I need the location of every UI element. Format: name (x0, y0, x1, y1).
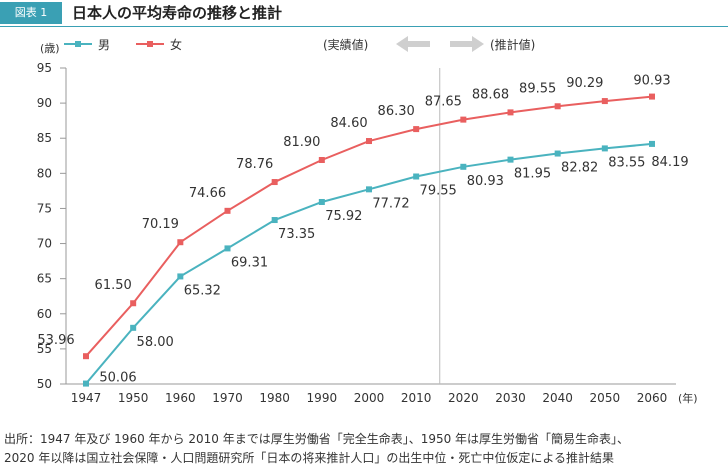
legend-label-female: 女 (170, 37, 182, 52)
data-point (366, 138, 372, 145)
data-point (224, 207, 231, 214)
legend-marker-female (147, 41, 153, 47)
period-annotation: (実績値) (推計値) (323, 36, 535, 52)
y-tick-label: 90 (37, 96, 52, 110)
data-label: 87.65 (425, 95, 462, 110)
title-underline (0, 26, 728, 27)
x-axis-label: (年) (678, 391, 698, 405)
x-tick-label: 2010 (401, 391, 432, 405)
y-tick-label: 65 (37, 272, 52, 286)
data-label: 78.76 (236, 157, 273, 172)
x-tick-label: 1960 (165, 391, 196, 405)
data-label: 90.29 (566, 76, 603, 91)
x-tick-label: 2000 (354, 391, 385, 405)
data-point (318, 156, 325, 163)
data-label: 81.95 (514, 167, 551, 182)
data-point (83, 353, 89, 360)
data-point (460, 163, 467, 170)
x-tick-label: 1990 (307, 391, 338, 405)
actual-values-label: (実績値) (323, 37, 368, 52)
data-label: 83.55 (608, 155, 645, 170)
data-point (601, 145, 608, 152)
legend-marker-male (75, 41, 81, 47)
legend: 男 女 (64, 37, 182, 52)
left-arrow-icon (396, 36, 430, 52)
y-tick-label: 50 (37, 377, 52, 391)
data-label: 53.96 (37, 333, 74, 348)
data-label: 89.55 (519, 81, 556, 96)
data-point (649, 93, 655, 100)
data-label: 77.72 (372, 196, 409, 211)
data-label: 58.00 (137, 335, 174, 350)
data-point (130, 300, 137, 307)
data-point (224, 245, 231, 252)
x-tick-label: 1950 (118, 391, 149, 405)
data-label: 50.06 (99, 371, 136, 386)
data-label: 69.31 (231, 255, 268, 270)
y-tick-label: 70 (37, 237, 52, 251)
data-point (554, 150, 561, 157)
data-label: 79.55 (420, 183, 457, 198)
x-tick-label: 1970 (212, 391, 243, 405)
data-point (318, 198, 325, 205)
data-label: 75.92 (325, 209, 362, 224)
y-tick-label: 75 (37, 201, 52, 215)
life-expectancy-line-chart: (歳) (年) 男 女 (実績値) (推計値) 50 55 60 65 70 75 80 85… (37, 36, 698, 405)
y-tick-label: 85 (37, 131, 52, 145)
data-point (460, 116, 467, 123)
y-tick-label: 80 (37, 166, 52, 180)
data-label: 73.35 (278, 227, 315, 242)
y-tick-label: 60 (37, 307, 52, 321)
data-point (83, 380, 89, 387)
source-note-line-1: 出所：1947 年及び 1960 年から 2010 年までは厚生労働省「完全生命… (4, 432, 630, 446)
data-label: 81.90 (283, 135, 320, 150)
data-point (601, 98, 608, 105)
data-label: 88.68 (472, 87, 509, 102)
data-label: 65.32 (184, 283, 221, 298)
data-point (177, 239, 184, 246)
x-tick-label: 2060 (637, 391, 668, 405)
x-tick-label: 2020 (448, 391, 479, 405)
data-point (177, 273, 184, 280)
data-point (271, 217, 278, 224)
data-point (649, 140, 655, 147)
right-arrow-icon (450, 36, 484, 52)
data-label: 90.93 (633, 74, 670, 89)
x-tick-label: 1947 (71, 391, 102, 405)
data-point (554, 103, 561, 110)
data-point (271, 179, 278, 186)
legend-label-male: 男 (98, 38, 110, 52)
series-female: 53.96 61.50 70.19 74.66 78.76 81.90 84.60 86.30… (37, 74, 671, 360)
series-male: 50.06 58.00 65.32 69.31 73.35 75.92 77.72 79.55… (83, 140, 689, 387)
y-tick-label: 95 (37, 61, 52, 75)
y-axis-label: (歳) (40, 42, 60, 55)
x-axis-ticks: 1947 1950 1960 1970 1980 1990 2000 2010 2020 2030… (71, 391, 668, 405)
data-label: 86.30 (378, 104, 415, 119)
data-label: 84.19 (651, 155, 688, 170)
data-label: 70.19 (142, 217, 179, 232)
data-point (507, 156, 514, 163)
data-label: 61.50 (95, 278, 132, 293)
source-note-line-2: 2020 年以降は国立社会保障・人口問題研究所「日本の将来推計人口」の出生中位・… (4, 451, 614, 465)
x-tick-label: 1980 (259, 391, 290, 405)
data-point (413, 173, 420, 180)
data-label: 82.82 (561, 161, 598, 176)
data-label: 74.66 (189, 186, 226, 201)
x-tick-label: 2040 (542, 391, 573, 405)
y-tick-label: 55 (37, 342, 52, 356)
x-tick-label: 2050 (590, 391, 621, 405)
y-axis-ticks: 50 55 60 65 70 75 80 85 90 95 (37, 61, 66, 391)
data-point (130, 324, 137, 331)
projected-values-label: (推計値) (490, 37, 535, 52)
data-point (507, 109, 514, 116)
x-tick-label: 2030 (495, 391, 526, 405)
data-label: 84.60 (330, 116, 367, 131)
series-layer: 50.06 58.00 65.32 69.31 73.35 75.92 77.72 79.55… (37, 74, 689, 387)
data-point (413, 126, 420, 133)
data-point (366, 186, 372, 193)
data-label: 80.93 (467, 174, 504, 189)
figure-title: 日本人の平均寿命の推移と推計 (72, 4, 283, 22)
figure-badge: 図表 1 (0, 2, 62, 24)
